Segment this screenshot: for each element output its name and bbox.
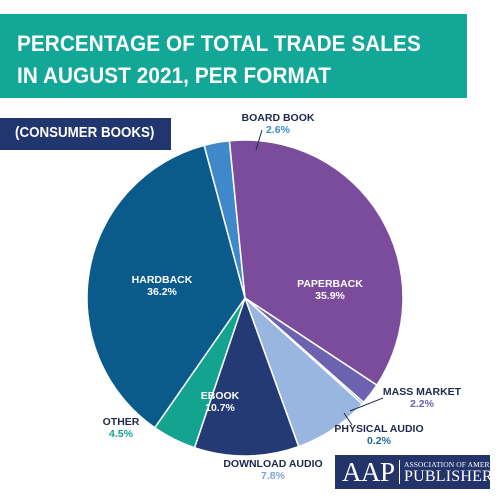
- leader-line-mass-market: [349, 397, 384, 412]
- logo-line-1: ASSOCIATION OF AMERICAN: [404, 460, 500, 469]
- slice-label-mass-market: MASS MARKET: [383, 386, 462, 398]
- slice-value-hardback: 36.2%: [147, 286, 177, 298]
- leader-line-board-book: [255, 129, 263, 151]
- slice-label-board-book: BOARD BOOK: [242, 112, 315, 124]
- leader-line-physical-audio: [343, 412, 353, 426]
- chart-title-line-1: PERCENTAGE OF TOTAL TRADE SALES: [17, 31, 421, 56]
- logo-mark: AAP: [342, 457, 395, 487]
- slice-value-download-audio: 7.8%: [261, 470, 286, 482]
- pie-slice-paperback: [228, 139, 404, 387]
- slice-value-other: 4.5%: [109, 428, 134, 440]
- slice-value-paperback: 35.9%: [315, 290, 345, 302]
- slice-value-physical-audio: 0.2%: [367, 435, 392, 447]
- slice-label-download-audio: DOWNLOAD AUDIO: [223, 458, 322, 470]
- title-banner: PERCENTAGE OF TOTAL TRADE SALES IN AUGUS…: [0, 14, 467, 98]
- slice-value-mass-market: 2.2%: [410, 398, 435, 410]
- pie-slice-ebook: [193, 295, 300, 457]
- chart-title-line-2: IN AUGUST 2021, PER FORMAT: [17, 63, 332, 88]
- slice-label-paperback: PAPERBACK: [297, 278, 363, 290]
- slice-value-ebook: 10.7%: [205, 402, 235, 414]
- slice-label-ebook: EBOOK: [201, 390, 240, 402]
- logo-divider: [399, 460, 400, 484]
- chart-subtitle: (CONSUMER BOOKS): [15, 125, 155, 141]
- pie-slice-hardback: [86, 144, 246, 429]
- aap-logo: AAP ASSOCIATION OF AMERICAN PUBLISHERS: [335, 455, 500, 489]
- slice-label-physical-audio: PHYSICAL AUDIO: [334, 423, 423, 435]
- subtitle-box: (CONSUMER BOOKS): [0, 118, 171, 150]
- slice-label-hardback: HARDBACK: [132, 274, 193, 286]
- slice-label-other: OTHER: [103, 416, 140, 428]
- slice-value-board-book: 2.6%: [266, 124, 291, 136]
- logo-line-2: PUBLISHERS: [404, 468, 500, 485]
